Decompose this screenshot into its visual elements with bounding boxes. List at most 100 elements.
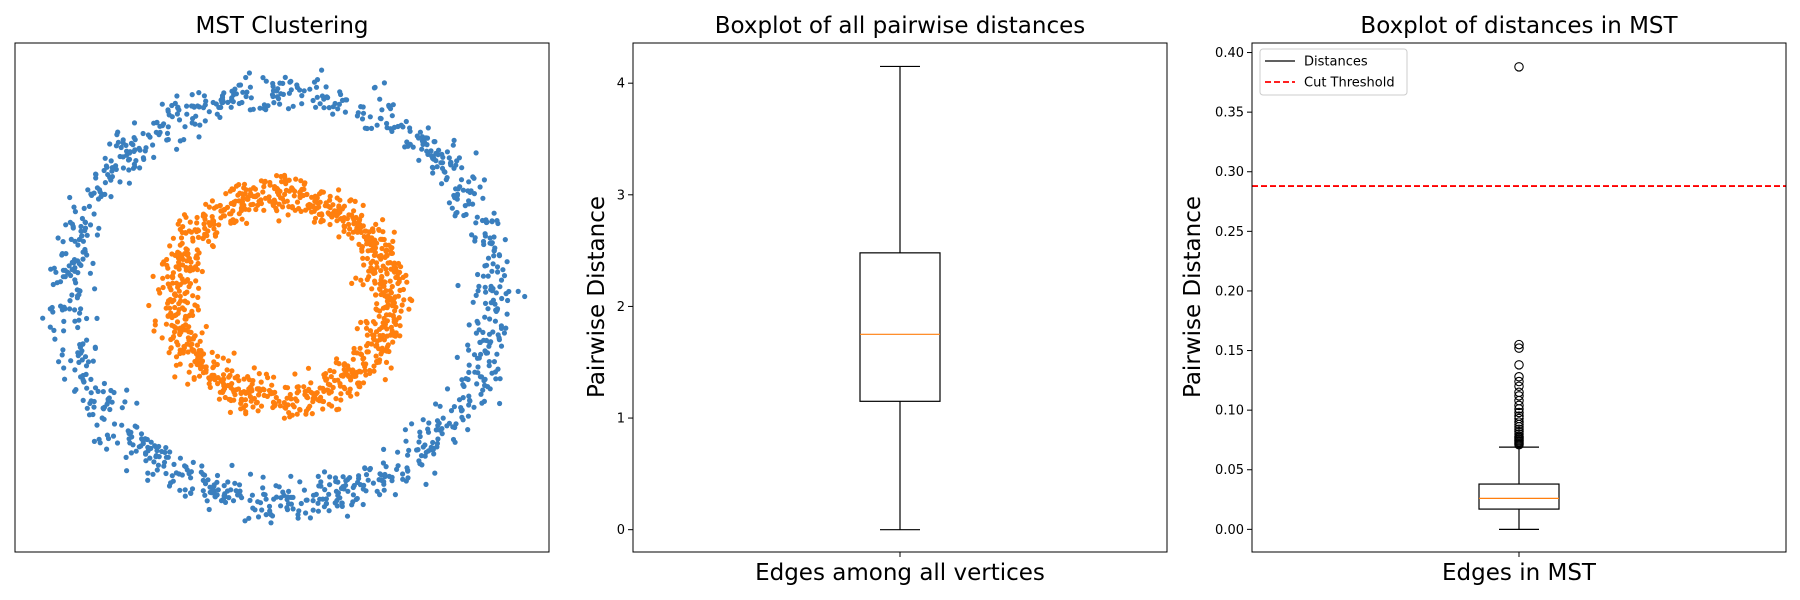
outer-ring-point — [406, 447, 412, 453]
outer-ring-point — [184, 103, 190, 109]
outer-ring-point — [345, 477, 351, 483]
outer-ring-point — [72, 209, 78, 215]
outlier-point — [1514, 391, 1524, 401]
outlier-point — [1514, 417, 1524, 427]
inner-ring-point — [373, 329, 380, 335]
outer-ring-point — [430, 446, 436, 453]
inner-ring-point — [292, 371, 298, 377]
outer-ring-point — [189, 120, 195, 126]
inner-ring-point — [286, 410, 292, 416]
outer-ring-point — [118, 144, 124, 151]
outer-ring-point — [196, 104, 202, 110]
outer-ring-point — [198, 469, 204, 475]
outer-ring-point — [63, 222, 69, 228]
inner-ring-point — [208, 221, 215, 227]
y-tick-label: 0.35 — [1215, 106, 1244, 121]
inner-ring-point — [258, 200, 264, 207]
inner-ring-point — [244, 220, 250, 226]
outer-ring-point — [76, 236, 82, 243]
outer-ring-point — [48, 266, 54, 272]
outer-ring-point — [485, 384, 491, 390]
outer-ring-point — [164, 130, 171, 136]
outer-ring-point — [379, 107, 385, 113]
outer-ring-point — [488, 339, 494, 345]
outer-ring-point — [237, 488, 243, 494]
outer-ring-point — [315, 473, 321, 479]
outer-ring-point — [501, 330, 507, 336]
outer-ring-point — [75, 242, 81, 248]
inner-ring-point — [346, 231, 352, 237]
inner-ring-point — [351, 208, 357, 214]
outer-ring-point — [480, 195, 486, 201]
outer-ring-point — [425, 448, 432, 454]
outer-ring-point — [471, 352, 478, 358]
outer-ring-point — [206, 109, 212, 115]
inner-ring-point — [389, 283, 395, 290]
outer-ring-point — [133, 448, 139, 454]
inner-ring-point — [195, 356, 201, 362]
outer-ring-point — [407, 141, 413, 147]
inner-ring-point — [206, 204, 212, 210]
outer-ring-point — [190, 103, 196, 109]
inner-ring-point — [307, 403, 313, 409]
outer-ring-point — [184, 111, 190, 117]
outer-ring-point — [60, 347, 66, 353]
outer-ring-point — [432, 139, 438, 145]
outer-ring-point — [80, 238, 86, 244]
outer-ring-point — [423, 481, 429, 487]
inner-ring-point — [341, 361, 348, 367]
inner-ring-point — [372, 278, 378, 284]
outer-ring-point — [230, 99, 236, 105]
outer-ring-point — [263, 496, 269, 502]
outer-ring-point — [128, 450, 134, 456]
inner-ring-point — [378, 252, 384, 259]
outer-ring-point — [53, 269, 59, 275]
outer-ring-point — [95, 196, 102, 202]
outer-ring-point — [448, 162, 454, 168]
outer-ring-point — [363, 472, 370, 478]
inner-ring-point — [186, 255, 192, 262]
outer-ring-point — [108, 158, 114, 164]
outer-ring-point — [478, 351, 484, 357]
plot-frame — [1251, 42, 1787, 553]
outer-ring-point — [426, 420, 432, 426]
inner-ring-point — [239, 216, 245, 222]
inner-ring-point — [383, 359, 390, 365]
outer-ring-point — [59, 252, 65, 258]
outer-ring-point — [104, 401, 110, 407]
inner-ring-point — [253, 193, 259, 199]
outer-ring-point — [440, 415, 446, 421]
inner-ring-point — [349, 212, 355, 218]
inner-ring-point — [175, 284, 181, 290]
outer-ring-point — [361, 482, 367, 488]
outer-ring-point — [140, 130, 146, 137]
outer-ring-point — [188, 490, 194, 496]
inner-ring-point — [325, 210, 331, 216]
outer-ring-point — [115, 139, 121, 145]
inner-ring-point — [297, 406, 303, 413]
inner-ring-point — [379, 236, 385, 242]
inner-ring-point — [363, 325, 370, 331]
outer-ring-point — [170, 478, 176, 484]
outer-ring-point — [466, 179, 472, 185]
inner-ring-point — [349, 369, 355, 375]
inner-ring-point — [182, 290, 188, 297]
inner-ring-point — [360, 255, 366, 261]
outer-ring-point — [78, 223, 84, 230]
outlier-point — [1514, 381, 1524, 392]
outer-ring-point — [286, 488, 292, 494]
outer-ring-point — [495, 366, 501, 372]
outer-ring-point — [420, 417, 426, 423]
outer-ring-point — [206, 506, 212, 513]
inner-ring-point — [205, 228, 211, 234]
inner-ring-point — [287, 391, 293, 398]
outer-ring-point — [323, 496, 329, 502]
outer-ring-point — [79, 215, 85, 222]
inner-ring-point — [338, 216, 344, 222]
inner-ring-point — [200, 235, 206, 241]
outer-ring-point — [284, 505, 290, 511]
inner-ring-point — [387, 278, 393, 284]
outer-ring-point — [491, 248, 497, 254]
outer-ring-point — [473, 292, 479, 298]
inner-ring-point — [183, 246, 189, 252]
